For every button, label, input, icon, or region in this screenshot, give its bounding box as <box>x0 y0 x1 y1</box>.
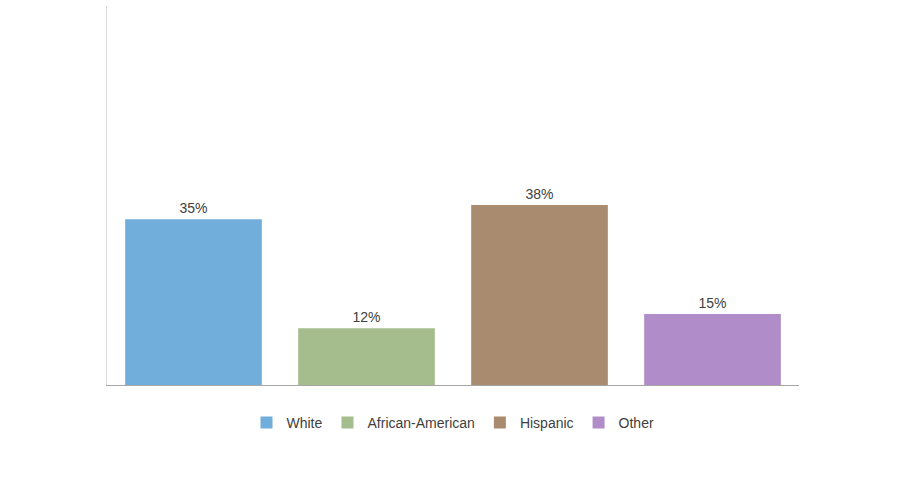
svg-text:12%: 12% <box>352 309 380 325</box>
svg-text:African-American: African-American <box>368 415 475 431</box>
svg-text:White: White <box>287 415 323 431</box>
svg-text:38%: 38% <box>525 186 553 202</box>
svg-text:Other: Other <box>619 415 654 431</box>
svg-text:35%: 35% <box>179 200 207 216</box>
svg-text:15%: 15% <box>698 295 726 311</box>
svg-text:Hispanic: Hispanic <box>520 415 574 431</box>
